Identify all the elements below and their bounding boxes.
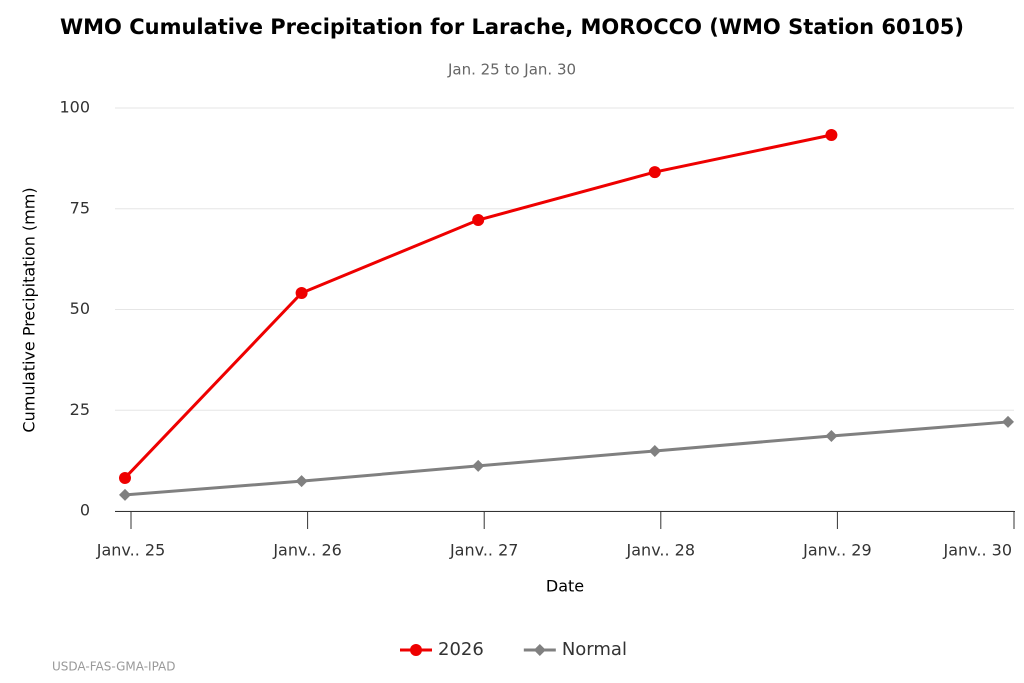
point (825, 430, 838, 443)
x-tick-label: Janv.. 25 (96, 541, 166, 560)
series-line (123, 133, 832, 479)
point (472, 459, 485, 472)
point (825, 129, 838, 142)
point (295, 286, 308, 299)
point (472, 214, 485, 227)
y-tick-label: 0 (80, 501, 90, 520)
legend-label: 2026 (438, 639, 484, 660)
legend-label: Normal (562, 639, 627, 660)
y-tick-label: 50 (70, 299, 90, 318)
chart-subtitle: Jan. 25 to Jan. 30 (447, 61, 576, 79)
point (1002, 415, 1014, 428)
chart-title: WMO Cumulative Precipitation for Larache… (60, 15, 964, 39)
series-line (124, 420, 1009, 497)
x-axis-label: Date (546, 577, 584, 596)
y-tick-label: 75 (70, 198, 90, 217)
x-tick-label: Janv.. 29 (802, 541, 872, 560)
point (648, 444, 661, 457)
x-tick-label: Janv.. 28 (626, 541, 696, 560)
y-axis-label: Cumulative Precipitation (mm) (20, 187, 39, 432)
point (533, 644, 546, 656)
point (119, 488, 131, 501)
point (410, 644, 422, 656)
x-tick-label: Janv.. 26 (272, 541, 342, 560)
point (648, 166, 661, 179)
point (295, 475, 308, 488)
y-tick-label: 100 (59, 98, 90, 117)
credit: USDA-FAS-GMA-IPAD (52, 660, 176, 674)
x-tick-label: Janv.. 27 (449, 541, 519, 560)
y-tick-label: 25 (70, 400, 90, 419)
point (119, 471, 131, 484)
x-tick-label: Janv.. 30 (942, 541, 1012, 560)
